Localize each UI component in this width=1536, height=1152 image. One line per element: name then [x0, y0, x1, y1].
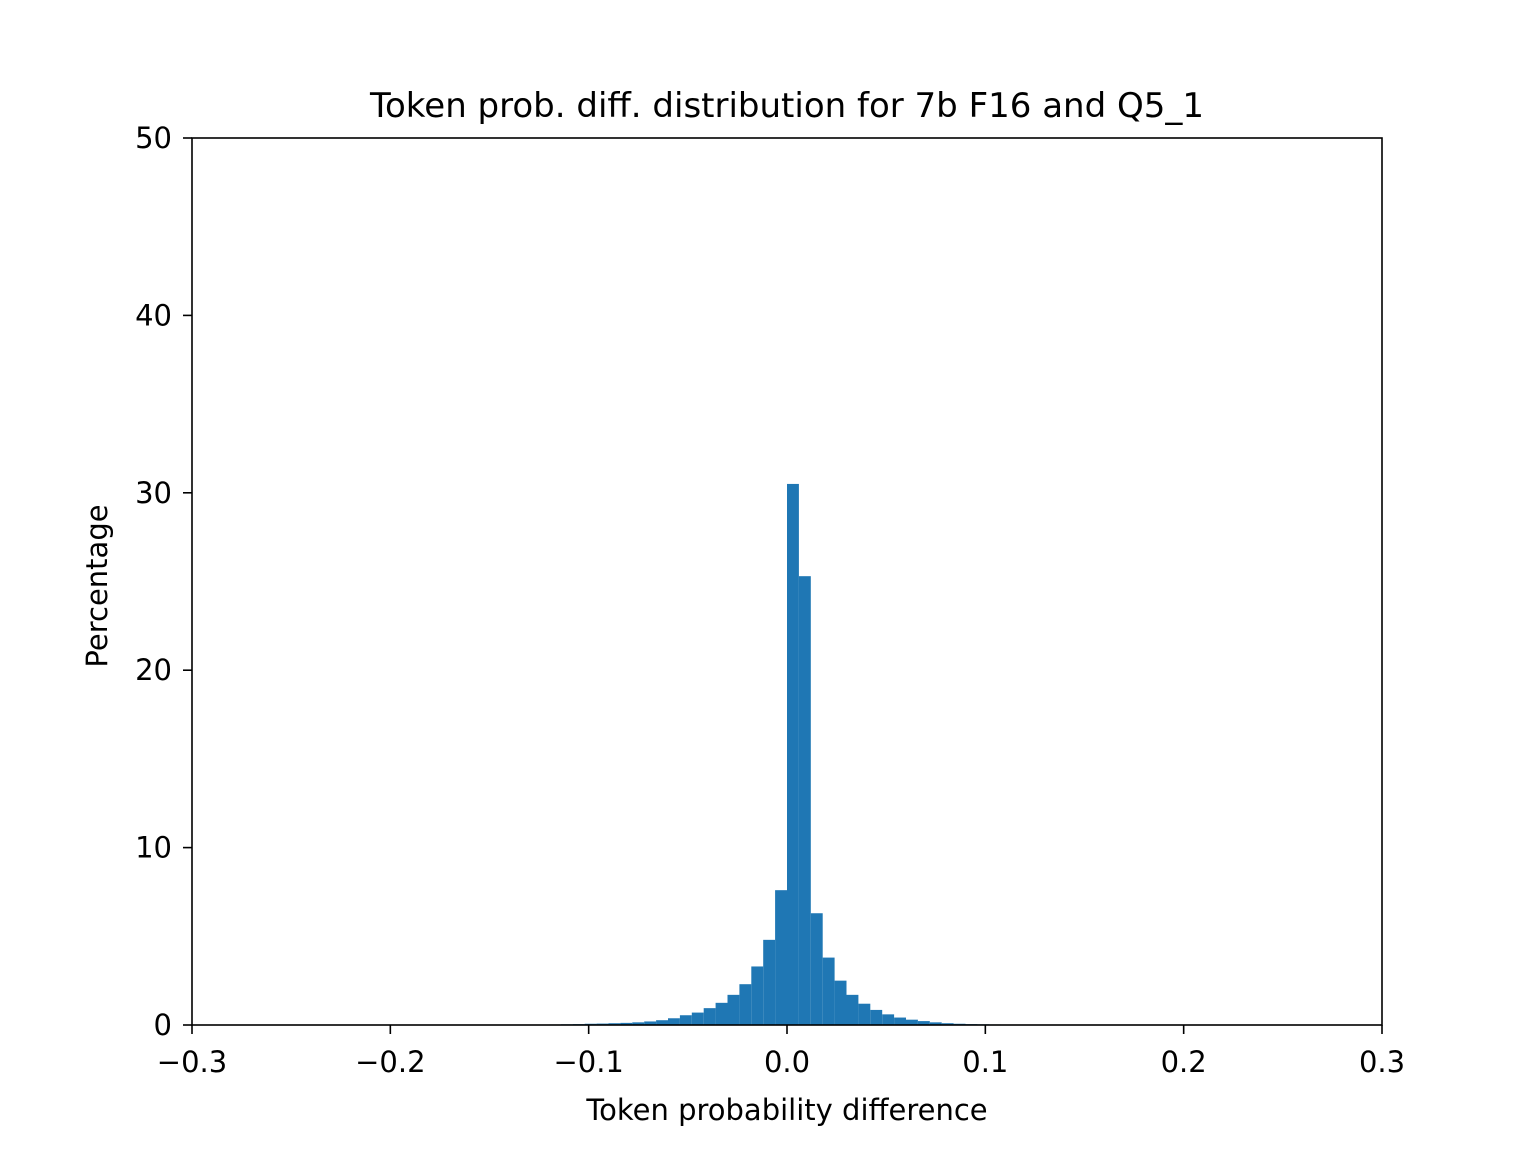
histogram-bar [620, 1022, 633, 1025]
y-tick-label: 30 [135, 476, 172, 510]
y-axis-ticks: 0 10 20 30 40 50 [135, 121, 192, 1042]
histogram-bar [822, 957, 835, 1025]
x-tick-label: 0.3 [1359, 1045, 1405, 1079]
histogram-bar [846, 994, 859, 1025]
histogram-bar [870, 1009, 883, 1025]
histogram-bar [691, 1012, 704, 1025]
histogram-bar [751, 966, 764, 1025]
histogram-bar [703, 1008, 716, 1025]
histogram-bar [810, 913, 823, 1025]
chart-title: Token prob. diff. distribution for 7b F1… [369, 86, 1204, 126]
x-tick-label: −0.2 [355, 1045, 425, 1079]
histogram-bar [798, 576, 811, 1025]
histogram-bars [549, 483, 1002, 1025]
histogram-bar [882, 1014, 895, 1025]
x-axis-label: Token probability difference [585, 1093, 987, 1127]
x-tick-label: −0.3 [157, 1045, 227, 1079]
histogram-bar [906, 1019, 918, 1025]
histogram-bar [644, 1021, 657, 1025]
y-tick-label: 50 [135, 121, 172, 155]
histogram-bar [739, 984, 752, 1025]
y-tick-label: 40 [135, 298, 172, 332]
histogram-bar [715, 1002, 728, 1025]
histogram-bar [941, 1023, 954, 1025]
histogram-bar [727, 994, 740, 1025]
histogram-bar [668, 1018, 680, 1025]
histogram-bar [656, 1020, 668, 1025]
histogram-bar [834, 980, 847, 1025]
histogram-bar [787, 483, 799, 1025]
y-tick-label: 20 [135, 653, 172, 687]
x-tick-label: 0.0 [764, 1045, 810, 1079]
y-tick-label: 0 [154, 1008, 172, 1042]
y-tick-label: 10 [135, 831, 172, 865]
histogram-bar [608, 1023, 621, 1025]
y-axis-label: Percentage [80, 504, 114, 667]
x-tick-label: 0.2 [1161, 1045, 1207, 1079]
histogram-bar [917, 1021, 930, 1025]
histogram-bar [858, 1003, 871, 1025]
x-tick-label: 0.1 [962, 1045, 1008, 1079]
histogram-bar [894, 1017, 906, 1025]
histogram-bar [929, 1022, 942, 1025]
histogram-bar [775, 890, 787, 1025]
histogram-bar [763, 939, 776, 1025]
histogram-bar [679, 1015, 692, 1025]
x-tick-label: −0.1 [553, 1045, 623, 1079]
histogram-bar [632, 1022, 645, 1025]
x-axis-ticks: −0.3 −0.2 −0.1 0.0 0.1 0.2 0.3 [157, 1025, 1405, 1079]
